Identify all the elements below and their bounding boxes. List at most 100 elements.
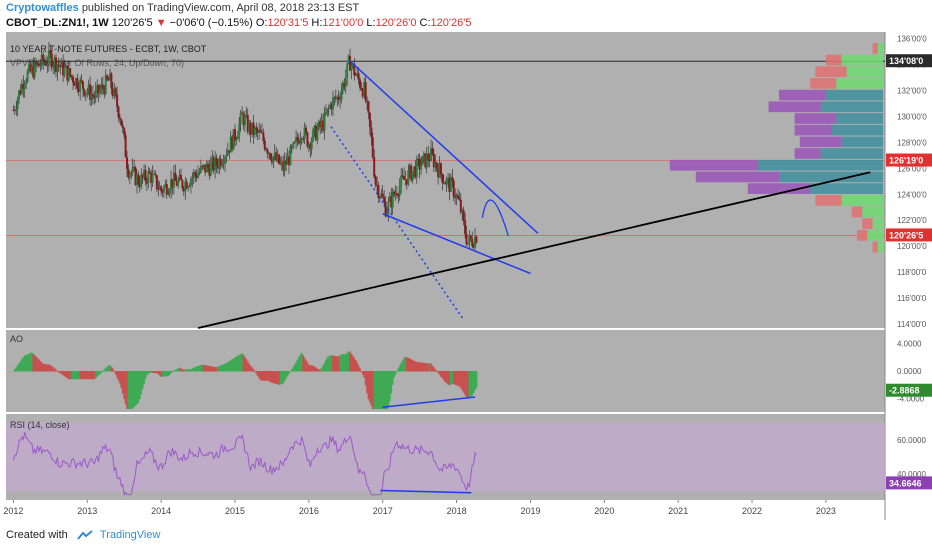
ao-bar bbox=[175, 369, 178, 372]
candle-body bbox=[177, 180, 180, 186]
candle-body bbox=[168, 190, 171, 194]
ao-bar bbox=[410, 359, 413, 372]
ao-bar bbox=[12, 371, 15, 372]
price-tick-label: 136'00'0 bbox=[897, 34, 927, 43]
candle-body bbox=[260, 132, 263, 134]
candle-body bbox=[268, 153, 271, 155]
ao-bar bbox=[87, 371, 90, 380]
candle-body bbox=[208, 167, 211, 176]
volume-profile-down-bar bbox=[779, 89, 826, 101]
candle-body bbox=[285, 160, 288, 165]
candle-body bbox=[214, 157, 217, 171]
ao-bar bbox=[465, 371, 468, 398]
candle-body bbox=[120, 119, 123, 126]
candle-body bbox=[104, 75, 107, 95]
candle-body bbox=[175, 180, 178, 186]
ao-bar bbox=[116, 371, 118, 378]
volume-profile-up-bar bbox=[779, 171, 883, 183]
author-name[interactable]: Cryptowaffles bbox=[6, 2, 79, 14]
candle-body bbox=[428, 160, 431, 162]
ao-bar bbox=[13, 369, 16, 372]
candle-body bbox=[329, 104, 332, 108]
ao-bar bbox=[92, 371, 94, 380]
ao-bar bbox=[60, 371, 63, 375]
candle-body bbox=[99, 89, 102, 94]
volume-profile-down-bar bbox=[768, 101, 821, 113]
candle-body bbox=[25, 81, 28, 85]
candle-body bbox=[384, 201, 387, 217]
ao-bar bbox=[194, 367, 197, 372]
candle-body bbox=[397, 195, 400, 197]
candle-body bbox=[101, 84, 104, 89]
ao-bar bbox=[251, 367, 253, 372]
time-axis-bg bbox=[6, 500, 885, 520]
candle-body bbox=[19, 90, 22, 94]
candle-body bbox=[337, 96, 340, 100]
tradingview-brand[interactable]: TradingView bbox=[99, 529, 161, 541]
ao-bar bbox=[232, 358, 235, 372]
candle-body bbox=[157, 189, 160, 191]
candle-body bbox=[111, 88, 114, 97]
candle-body bbox=[164, 183, 167, 187]
ao-bar bbox=[336, 356, 339, 372]
ao-bar bbox=[90, 371, 93, 380]
ao-bar bbox=[214, 366, 216, 372]
ao-bar bbox=[305, 360, 307, 372]
candle-body bbox=[464, 220, 467, 234]
ao-bar bbox=[32, 353, 35, 372]
candle-body bbox=[180, 174, 183, 181]
ao-bar bbox=[295, 362, 297, 372]
ao-bar bbox=[343, 354, 346, 372]
candle-body bbox=[121, 125, 124, 128]
ao-tick-label: 0.0000 bbox=[897, 367, 922, 376]
candle-body bbox=[86, 91, 89, 93]
symbol-header: CBOT_DL:ZN1!, 1W 120'26'5 ▼ −0'06'0 (−0.… bbox=[6, 17, 471, 29]
ao-bar bbox=[228, 361, 231, 372]
candle-body bbox=[117, 106, 120, 118]
candle-body bbox=[231, 136, 234, 150]
ao-bar bbox=[49, 364, 52, 372]
candle-body bbox=[360, 87, 363, 90]
ao-bar bbox=[396, 370, 398, 372]
ao-bar bbox=[182, 369, 185, 372]
candle-body bbox=[400, 175, 403, 186]
candle-body bbox=[185, 181, 188, 189]
ao-bar bbox=[309, 365, 312, 372]
ao-bar bbox=[261, 371, 263, 381]
candle-body bbox=[339, 99, 342, 101]
symbol-name[interactable]: CBOT_DL:ZN1!, 1W bbox=[6, 17, 109, 29]
ao-bar bbox=[154, 371, 157, 374]
ao-bar bbox=[86, 371, 89, 380]
ao-bar bbox=[29, 353, 32, 372]
candle-body bbox=[30, 65, 33, 72]
volume-profile-up-bar bbox=[825, 89, 883, 101]
candle-body bbox=[272, 156, 275, 163]
candle-body bbox=[165, 183, 168, 195]
candle-body bbox=[461, 210, 464, 213]
candle-body bbox=[37, 63, 40, 66]
ao-bar bbox=[317, 369, 320, 372]
candle-body bbox=[153, 173, 156, 175]
candle-body bbox=[249, 122, 252, 135]
ao-bar bbox=[383, 371, 386, 410]
ao-bar bbox=[238, 354, 241, 372]
ao-bar bbox=[19, 361, 22, 372]
candle-body bbox=[350, 65, 353, 71]
candle-body bbox=[302, 138, 305, 140]
time-tick-label: 2017 bbox=[373, 506, 393, 516]
ao-bar bbox=[205, 365, 208, 372]
candle-body bbox=[251, 122, 254, 135]
candle-body bbox=[475, 236, 478, 243]
ao-bar bbox=[369, 371, 371, 403]
candle-body bbox=[100, 84, 103, 90]
candle-body bbox=[127, 169, 130, 178]
open-label: O: bbox=[255, 17, 268, 29]
ao-bar bbox=[363, 371, 366, 378]
price-tick-label: 124'00'0 bbox=[897, 190, 927, 199]
candle-body bbox=[66, 65, 69, 81]
candle-body bbox=[116, 94, 119, 107]
ao-bar bbox=[69, 371, 72, 380]
candle-body bbox=[391, 191, 394, 208]
candle-body bbox=[91, 94, 94, 97]
